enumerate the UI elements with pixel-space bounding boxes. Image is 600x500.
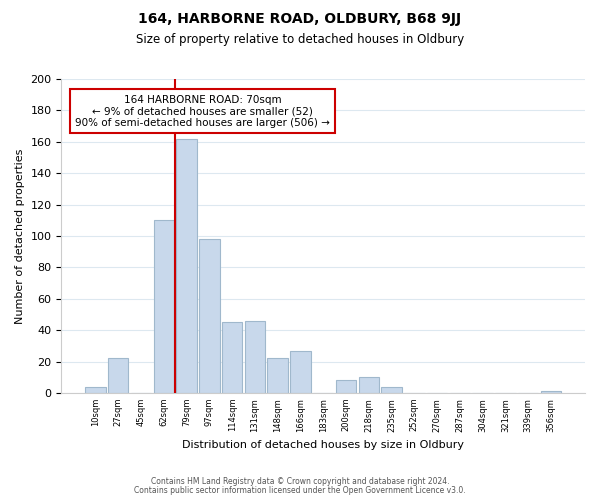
Bar [541,392,561,393]
Text: Size of property relative to detached houses in Oldbury: Size of property relative to detached ho… [136,32,464,46]
Text: 164 HARBORNE ROAD: 70sqm
← 9% of detached houses are smaller (52)
90% of semi-de: 164 HARBORNE ROAD: 70sqm ← 9% of detache… [76,94,330,128]
Bar [245,320,265,393]
Bar [359,377,379,393]
Text: Contains public sector information licensed under the Open Government Licence v3: Contains public sector information licen… [134,486,466,495]
Bar [199,239,220,393]
Bar [154,220,174,393]
Bar [290,350,311,393]
Bar [268,358,288,393]
Y-axis label: Number of detached properties: Number of detached properties [15,148,25,324]
Bar [222,322,242,393]
Bar [336,380,356,393]
X-axis label: Distribution of detached houses by size in Oldbury: Distribution of detached houses by size … [182,440,464,450]
Bar [381,386,402,393]
Text: Contains HM Land Registry data © Crown copyright and database right 2024.: Contains HM Land Registry data © Crown c… [151,477,449,486]
Bar [85,386,106,393]
Bar [108,358,128,393]
Text: 164, HARBORNE ROAD, OLDBURY, B68 9JJ: 164, HARBORNE ROAD, OLDBURY, B68 9JJ [139,12,461,26]
Bar [176,138,197,393]
